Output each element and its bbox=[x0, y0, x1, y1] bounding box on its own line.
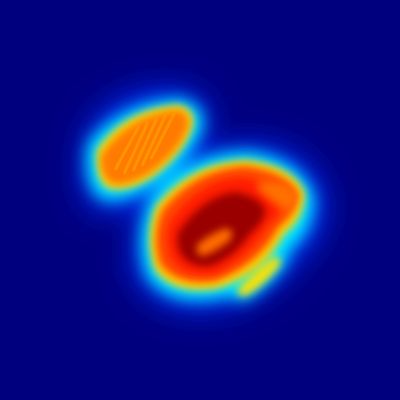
upper-blob-stripes bbox=[113, 111, 177, 175]
center-highlight bbox=[196, 228, 233, 256]
